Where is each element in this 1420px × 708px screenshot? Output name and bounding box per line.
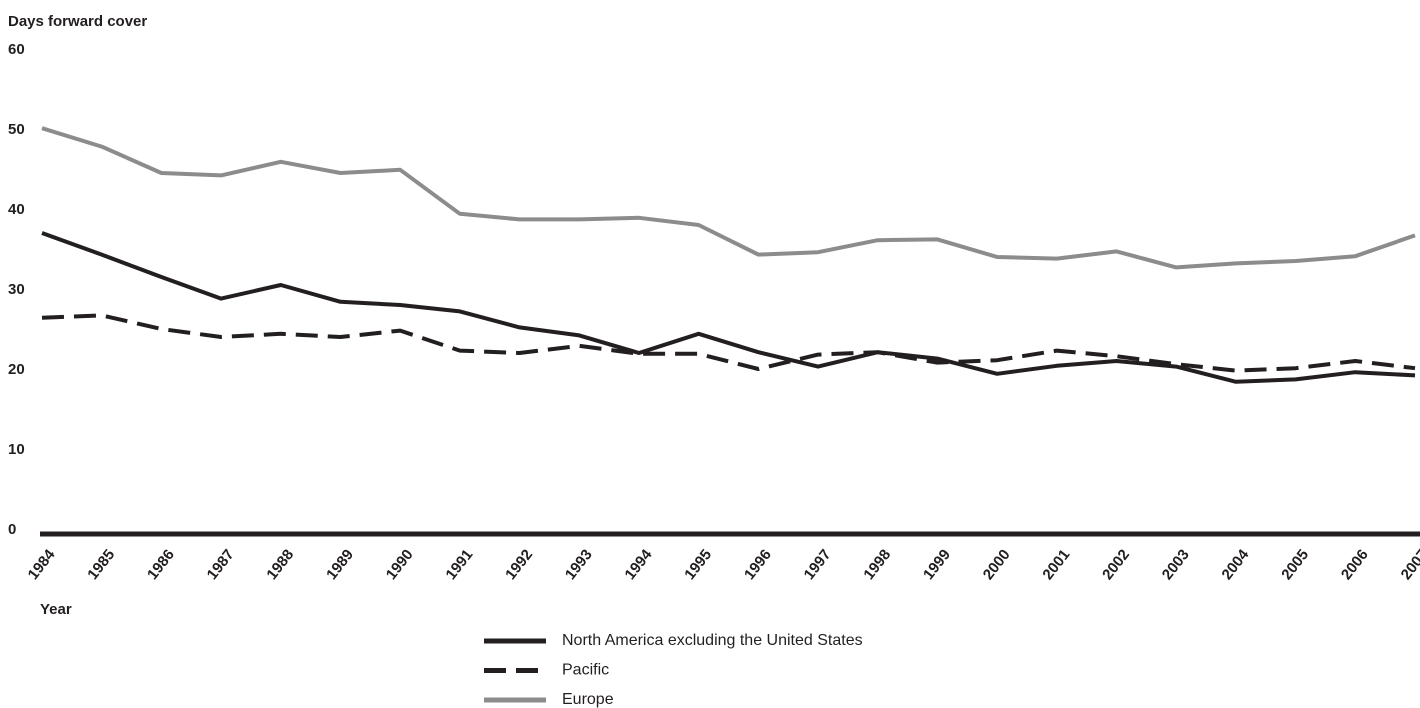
x-tick-label: 1999 [920,546,954,583]
x-tick-label: 1996 [741,546,775,583]
x-tick-label: 1989 [323,546,357,583]
x-tick-label: 1988 [263,546,297,583]
x-tick-label: 2005 [1278,546,1312,583]
y-tick-label: 40 [8,201,25,218]
x-tick-label: 2003 [1159,546,1193,583]
x-axis-label: Year [40,601,72,618]
x-tick-label: 2004 [1219,546,1253,583]
y-tick-label: 50 [8,121,25,138]
legend-label: North America excluding the United State… [562,632,863,649]
y-tick-label: 20 [8,361,25,378]
y-tick-label: 10 [8,441,25,458]
x-tick-label: 1987 [204,546,238,583]
x-tick-label: 1991 [442,546,476,583]
x-tick-label: 1990 [383,546,417,583]
x-tick-label: 1998 [860,546,894,583]
x-tick-label: 2006 [1338,546,1372,583]
series-line [41,231,1416,384]
x-tick-label: 2001 [1039,546,1073,583]
x-tick-label: 1992 [502,546,536,583]
y-axis-label: Days forward cover [8,13,147,30]
x-tick-label: 1994 [622,546,656,583]
y-tick-label: 0 [8,521,16,538]
x-tick-label: 2007 [1398,546,1420,583]
y-tick-label: 30 [8,281,25,298]
x-tick-label: 2000 [980,546,1014,583]
y-tick-label: 60 [8,41,25,58]
x-tick-label: 1984 [25,546,59,583]
x-tick-label: 2002 [1099,546,1133,583]
x-tick-label: 1995 [681,546,715,583]
x-tick-label: 1997 [801,546,835,583]
series-line [41,313,1416,373]
legend-label: Europe [562,691,614,708]
legend-label: Pacific [562,662,609,679]
x-tick-label: 1986 [144,546,178,583]
x-tick-label: 1985 [84,546,118,583]
series-line [41,126,1416,270]
x-tick-label: 1993 [562,546,596,583]
